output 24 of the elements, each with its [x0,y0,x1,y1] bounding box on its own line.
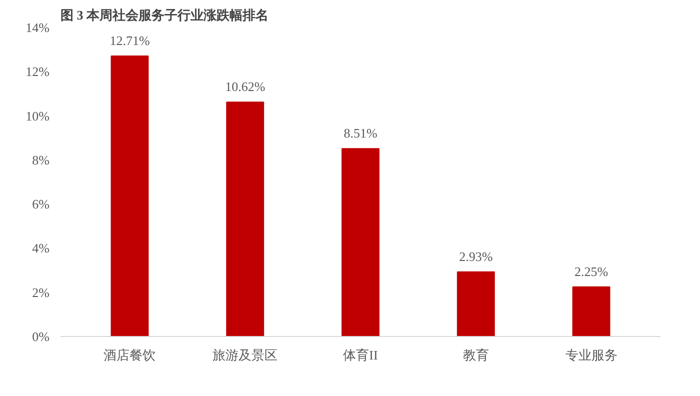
x-tick-label: 专业服务 [565,348,618,362]
bar [342,148,380,336]
y-tick-label: 4% [32,240,50,256]
y-tick-label: 8% [32,152,50,168]
data-label: 8.51% [344,126,378,141]
chart-title: 图 3 本周社会服务子行业涨跌幅排名 [60,8,268,22]
data-label: 2.93% [459,248,493,264]
data-label: 2.25% [574,264,608,279]
x-tick-label: 体育II [343,348,378,362]
x-tick-label: 教育 [462,348,489,362]
x-tick-label: 酒店餐饮 [104,348,156,362]
y-tick-label: 0% [32,329,50,344]
y-tick-label: 14% [26,20,50,35]
bar [110,55,149,336]
data-label: 12.71% [110,32,150,48]
y-tick-label: 12% [26,64,50,80]
y-tick-label: 2% [32,284,50,300]
y-tick-label: 6% [32,196,50,212]
x-tick-label: 旅游及景区 [212,348,278,362]
bar [226,102,264,336]
data-label: 10.62% [225,79,266,94]
y-tick-label: 10% [26,108,50,124]
bar [456,271,495,336]
bar [572,286,610,336]
